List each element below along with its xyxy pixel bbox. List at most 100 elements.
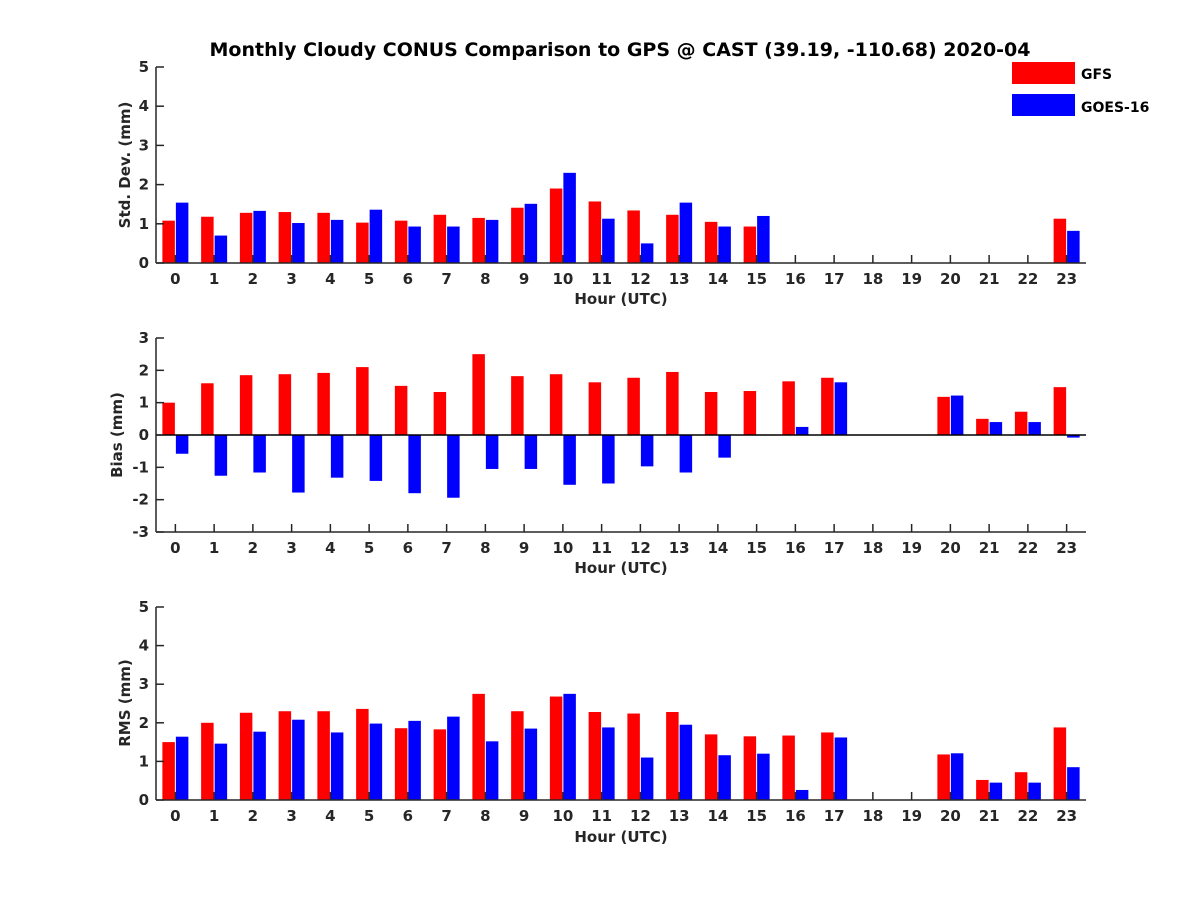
bar-gfs-hour-1 — [201, 383, 214, 435]
bar-goes16-hour-16 — [795, 426, 809, 435]
x-tick-label: 17 — [824, 539, 845, 557]
bar-gfs-hour-9 — [511, 711, 524, 800]
bar-goes16-hour-4 — [330, 732, 344, 800]
bar-goes16-hour-23 — [1067, 767, 1080, 800]
x-tick-label: 19 — [901, 539, 922, 557]
bar-gfs-hour-10 — [549, 188, 563, 263]
x-tick-label: 9 — [519, 807, 529, 825]
x-axis-label: Hour (UTC) — [574, 559, 667, 577]
bar-gfs-hour-6 — [394, 385, 408, 435]
x-tick-label: 4 — [325, 807, 335, 825]
bar-goes16-hour-15 — [757, 753, 770, 800]
bar-gfs-hour-1 — [201, 216, 214, 263]
y-tick-label: -1 — [132, 458, 149, 476]
bar-gfs-hour-4 — [317, 711, 330, 800]
bar-goes16-hour-14 — [718, 226, 731, 263]
chart-title: Monthly Cloudy CONUS Comparison to GPS @… — [210, 39, 1031, 61]
x-tick-label: 22 — [1017, 270, 1038, 288]
bar-gfs-hour-2 — [239, 375, 253, 435]
x-tick-label: 18 — [862, 270, 883, 288]
x-tick-label: 6 — [403, 539, 413, 557]
y-tick-label: 4 — [139, 97, 149, 115]
bar-goes16-hour-16 — [795, 789, 809, 800]
bar-goes16-hour-23 — [1067, 435, 1080, 438]
bar-goes16-hour-23 — [1067, 230, 1080, 263]
bar-goes16-hour-6 — [408, 226, 421, 263]
x-tick-label: 2 — [248, 270, 258, 288]
x-tick-label: 20 — [940, 270, 961, 288]
x-tick-label: 4 — [325, 270, 335, 288]
bar-goes16-hour-0 — [175, 202, 189, 263]
bar-gfs-hour-5 — [356, 367, 369, 435]
bar-goes16-hour-14 — [718, 755, 731, 800]
bar-goes16-hour-10 — [563, 172, 576, 263]
y-tick-label: 0 — [139, 426, 149, 444]
bar-goes16-hour-13 — [679, 202, 693, 263]
bar-gfs-hour-7 — [433, 729, 447, 800]
y-tick-label: 3 — [139, 329, 149, 347]
y-tick-label: 3 — [139, 675, 149, 693]
bar-gfs-hour-6 — [394, 728, 408, 800]
bar-gfs-hour-9 — [511, 376, 524, 435]
bar-gfs-hour-8 — [472, 217, 485, 263]
bar-goes16-hour-10 — [563, 693, 576, 800]
bar-gfs-hour-11 — [588, 711, 602, 800]
x-tick-label: 1 — [209, 270, 219, 288]
bar-goes16-hour-7 — [447, 226, 460, 263]
x-tick-label: 22 — [1017, 539, 1038, 557]
x-tick-label: 14 — [707, 807, 728, 825]
bar-gfs-hour-23 — [1053, 727, 1067, 800]
x-tick-label: 13 — [669, 539, 690, 557]
bar-gfs-hour-12 — [627, 377, 640, 435]
bar-gfs-hour-11 — [588, 382, 602, 435]
x-tick-label: 7 — [441, 807, 451, 825]
x-tick-label: 15 — [746, 807, 767, 825]
y-tick-label: 5 — [139, 598, 149, 616]
x-tick-label: 20 — [940, 807, 961, 825]
x-tick-label: 11 — [591, 539, 612, 557]
x-tick-label: 18 — [862, 807, 883, 825]
x-tick-label: 6 — [403, 807, 413, 825]
bar-goes16-hour-21 — [989, 782, 1003, 800]
y-tick-label: 5 — [139, 58, 149, 76]
bar-goes16-hour-11 — [602, 727, 615, 800]
bar-goes16-hour-4 — [330, 435, 344, 478]
x-tick-label: 5 — [364, 807, 374, 825]
bar-gfs-hour-2 — [239, 712, 253, 800]
bar-goes16-hour-3 — [292, 719, 305, 800]
x-tick-label: 12 — [630, 270, 651, 288]
bar-gfs-hour-9 — [511, 207, 524, 263]
x-tick-label: 0 — [170, 539, 180, 557]
bar-gfs-hour-17 — [821, 732, 834, 800]
bar-gfs-hour-15 — [743, 736, 757, 800]
bar-goes16-hour-1 — [214, 435, 228, 476]
bar-goes16-hour-20 — [950, 395, 964, 435]
bar-gfs-hour-13 — [666, 214, 679, 263]
x-tick-label: 16 — [785, 270, 806, 288]
bar-gfs-hour-23 — [1053, 218, 1067, 263]
x-tick-label: 13 — [669, 270, 690, 288]
x-tick-label: 3 — [286, 807, 296, 825]
x-tick-label: 7 — [441, 539, 451, 557]
legend-swatch-goes16 — [1012, 94, 1075, 116]
x-tick-label: 10 — [552, 270, 573, 288]
x-tick-label: 23 — [1056, 807, 1077, 825]
x-tick-label: 10 — [552, 539, 573, 557]
x-tick-label: 16 — [785, 807, 806, 825]
bar-gfs-hour-10 — [549, 374, 563, 435]
x-tick-label: 6 — [403, 270, 413, 288]
bar-gfs-hour-7 — [433, 214, 447, 263]
x-tick-label: 15 — [746, 270, 767, 288]
x-tick-label: 23 — [1056, 270, 1077, 288]
bar-goes16-hour-8 — [485, 435, 499, 469]
bar-gfs-hour-11 — [588, 201, 602, 263]
bar-goes16-hour-4 — [330, 219, 344, 263]
x-tick-label: 19 — [901, 270, 922, 288]
x-tick-label: 17 — [824, 807, 845, 825]
bar-goes16-hour-1 — [214, 235, 228, 263]
bar-gfs-hour-7 — [433, 391, 447, 435]
bar-goes16-hour-3 — [292, 223, 305, 263]
bar-goes16-hour-0 — [175, 435, 189, 454]
x-tick-label: 22 — [1017, 807, 1038, 825]
bar-goes16-hour-13 — [679, 435, 693, 473]
